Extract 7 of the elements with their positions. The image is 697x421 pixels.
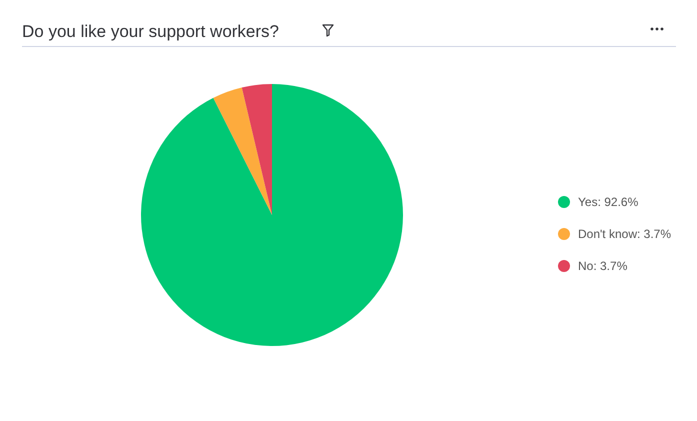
- chart-title: Do you like your support workers?: [22, 22, 280, 42]
- pie-slice: [141, 84, 403, 346]
- legend-label: No: 3.7%: [578, 259, 628, 273]
- legend-label: Don't know: 3.7%: [578, 227, 672, 241]
- pie-slice: [242, 84, 272, 215]
- pie-slice: [213, 88, 272, 215]
- legend-label: Yes: 92.6%: [578, 195, 638, 209]
